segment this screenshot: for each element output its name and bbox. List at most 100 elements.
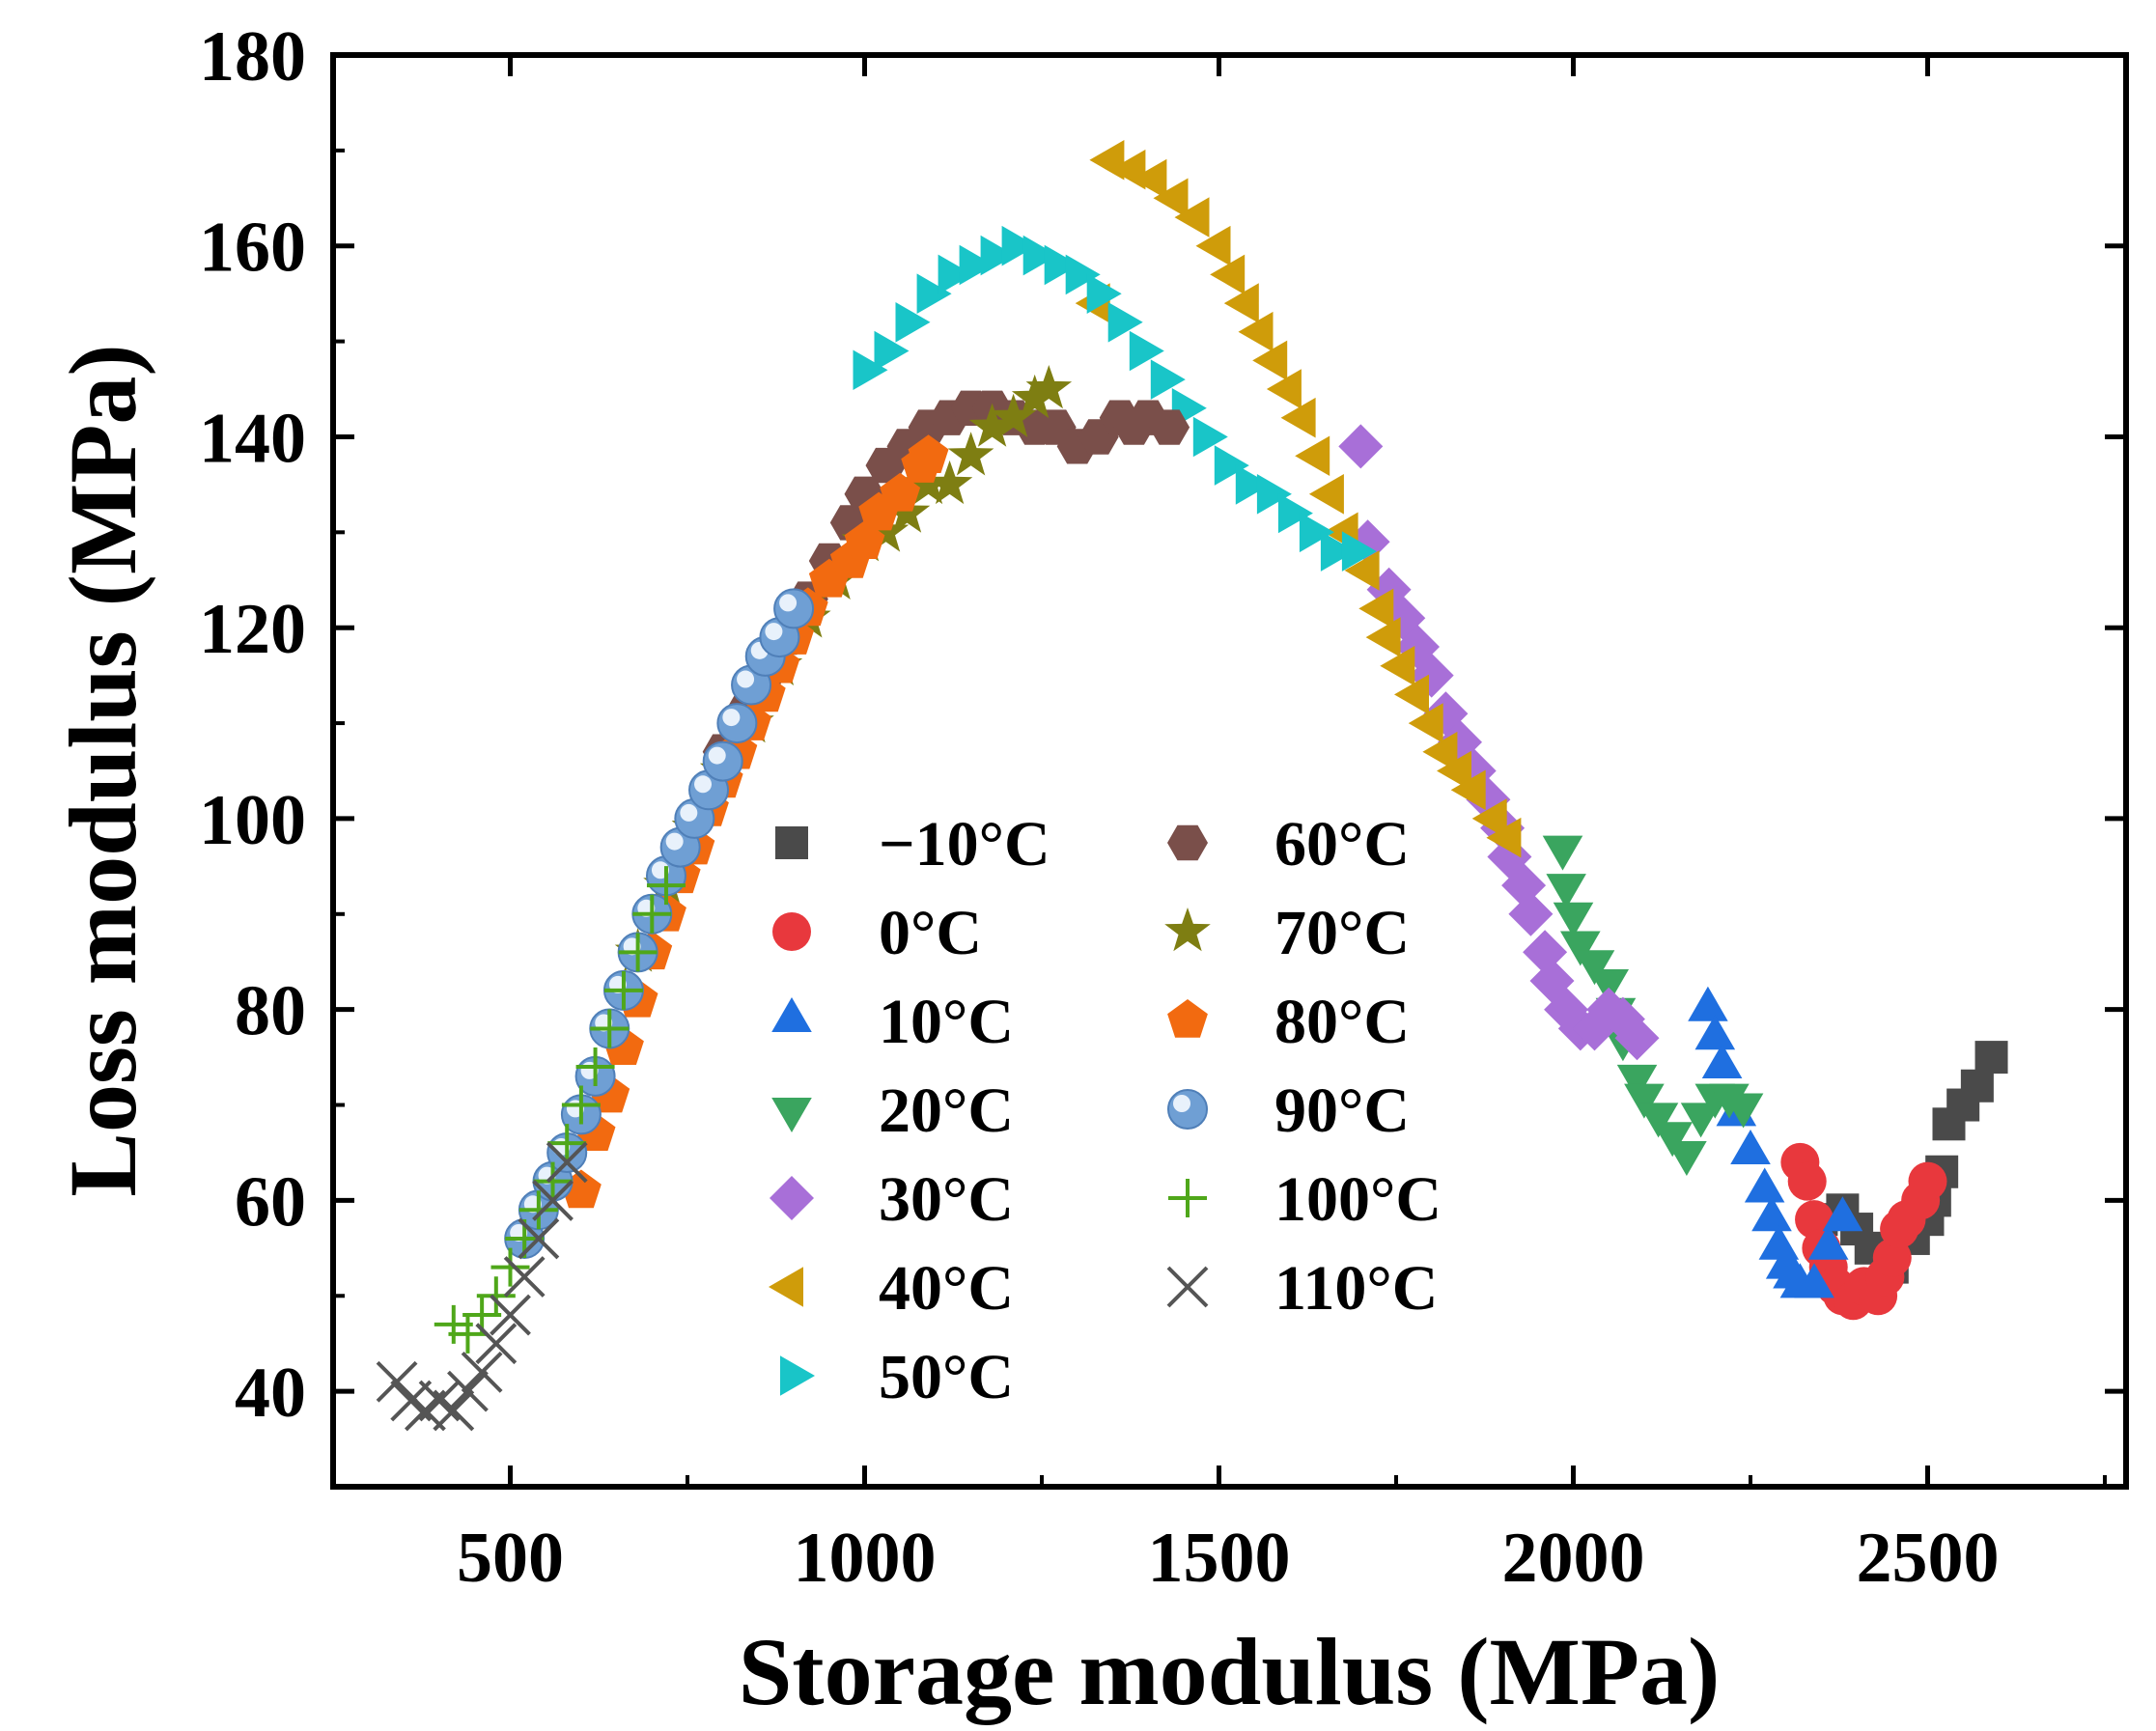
data-point [1223,283,1259,323]
data-point [908,434,949,473]
legend-label: 20°C [879,1075,1014,1146]
data-point [503,1256,546,1298]
data-point [1174,197,1210,237]
legend: −10°C 0°C 10°C 20°C 30°C 40°C 50°C 60°C 70°C 80°C… [769,809,1442,1412]
data-point [1638,1103,1679,1138]
data-point [490,1247,530,1287]
data-point [947,432,994,476]
legend-label: 110°C [1274,1253,1438,1324]
x-tick-label: 1000 [793,1519,936,1598]
data-point [1358,588,1394,629]
legend-marker [780,1355,815,1396]
data-point [1299,512,1334,553]
data-point [1722,1093,1764,1129]
data-point [773,588,815,629]
data-point [874,330,910,372]
data-point [1338,424,1384,469]
data-point [1471,798,1507,839]
data-point [1365,617,1401,657]
data-point [1422,731,1458,772]
data-point [475,1323,518,1365]
data-point [1666,1141,1707,1176]
x-axis-title: Storage modulus (MPa) [739,1618,1721,1725]
data-point [1574,950,1615,986]
legend-label: 100°C [1274,1164,1442,1235]
x-tick-label: 500 [457,1519,564,1598]
data-point [1694,1015,1736,1050]
data-point [1394,674,1429,715]
data-point [447,1370,489,1412]
data-point [1149,409,1190,445]
data-point [1688,986,1728,1021]
data-point [490,1294,531,1336]
legend-label: 90°C [1274,1075,1410,1146]
legend-marker [775,826,808,859]
data-point [1450,769,1486,811]
data-point [476,1276,516,1316]
legend-marker [772,912,811,951]
data-point [702,740,743,782]
data-point [716,703,758,744]
y-tick-label: 40 [235,1354,306,1433]
x-tick-label: 2500 [1856,1519,1999,1598]
data-point [1960,1069,1994,1103]
data-point [916,273,952,314]
data-points-layer [376,140,2008,1432]
data-point [1210,254,1246,295]
data-point [646,866,686,906]
data-point [518,1217,560,1260]
data-point [1616,1064,1658,1100]
data-point [1701,1044,1743,1078]
y-tick-label: 60 [235,1162,306,1242]
y-tick-label: 120 [199,590,306,669]
data-point [433,1389,475,1432]
y-tick-label: 160 [199,209,306,288]
data-point [1807,1224,1849,1260]
y-tick-label: 180 [199,17,306,97]
data-point [547,1124,587,1163]
data-point [926,460,973,505]
data-point [575,1047,615,1086]
legend-label: 0°C [879,898,982,968]
data-point [1107,302,1143,343]
data-point [546,1141,588,1184]
legend-marker [771,1098,812,1132]
data-point [1011,374,1058,419]
data-point [1086,273,1122,314]
data-point [1280,397,1316,438]
data-point [1129,330,1164,372]
x-tick-label: 2000 [1501,1519,1644,1598]
series-6 [853,225,1377,572]
data-point [1794,1263,1834,1298]
data-point [1025,365,1073,409]
data-point [1508,891,1554,936]
legend-marker [771,997,812,1032]
data-point [895,302,931,343]
data-point [618,933,658,972]
legend-label: 80°C [1274,987,1410,1057]
data-point [1238,311,1274,352]
y-tick-label: 140 [199,399,306,478]
legend-marker [770,1176,814,1220]
series-2 [1688,986,1863,1298]
legend-marker [1168,1179,1207,1217]
data-point [1195,225,1231,266]
data-point [590,1009,630,1048]
data-point [1256,474,1292,515]
legend-label: 60°C [1274,809,1410,879]
legend-label: 30°C [879,1164,1014,1235]
data-point [1295,435,1330,476]
legend-label: 10°C [879,987,1014,1057]
x-tick-label: 1500 [1147,1519,1290,1598]
data-point [959,244,994,286]
legend-marker [1164,907,1211,952]
data-point [1614,1016,1660,1061]
data-point [1908,1161,1947,1201]
data-point [1822,1196,1863,1232]
data-point [1044,244,1079,286]
data-point [990,393,1037,437]
tick-labels: 500 1000 1500 2000 2500 40 60 80 100 120 140 160 180 [199,17,1999,1598]
data-point [1341,531,1377,572]
